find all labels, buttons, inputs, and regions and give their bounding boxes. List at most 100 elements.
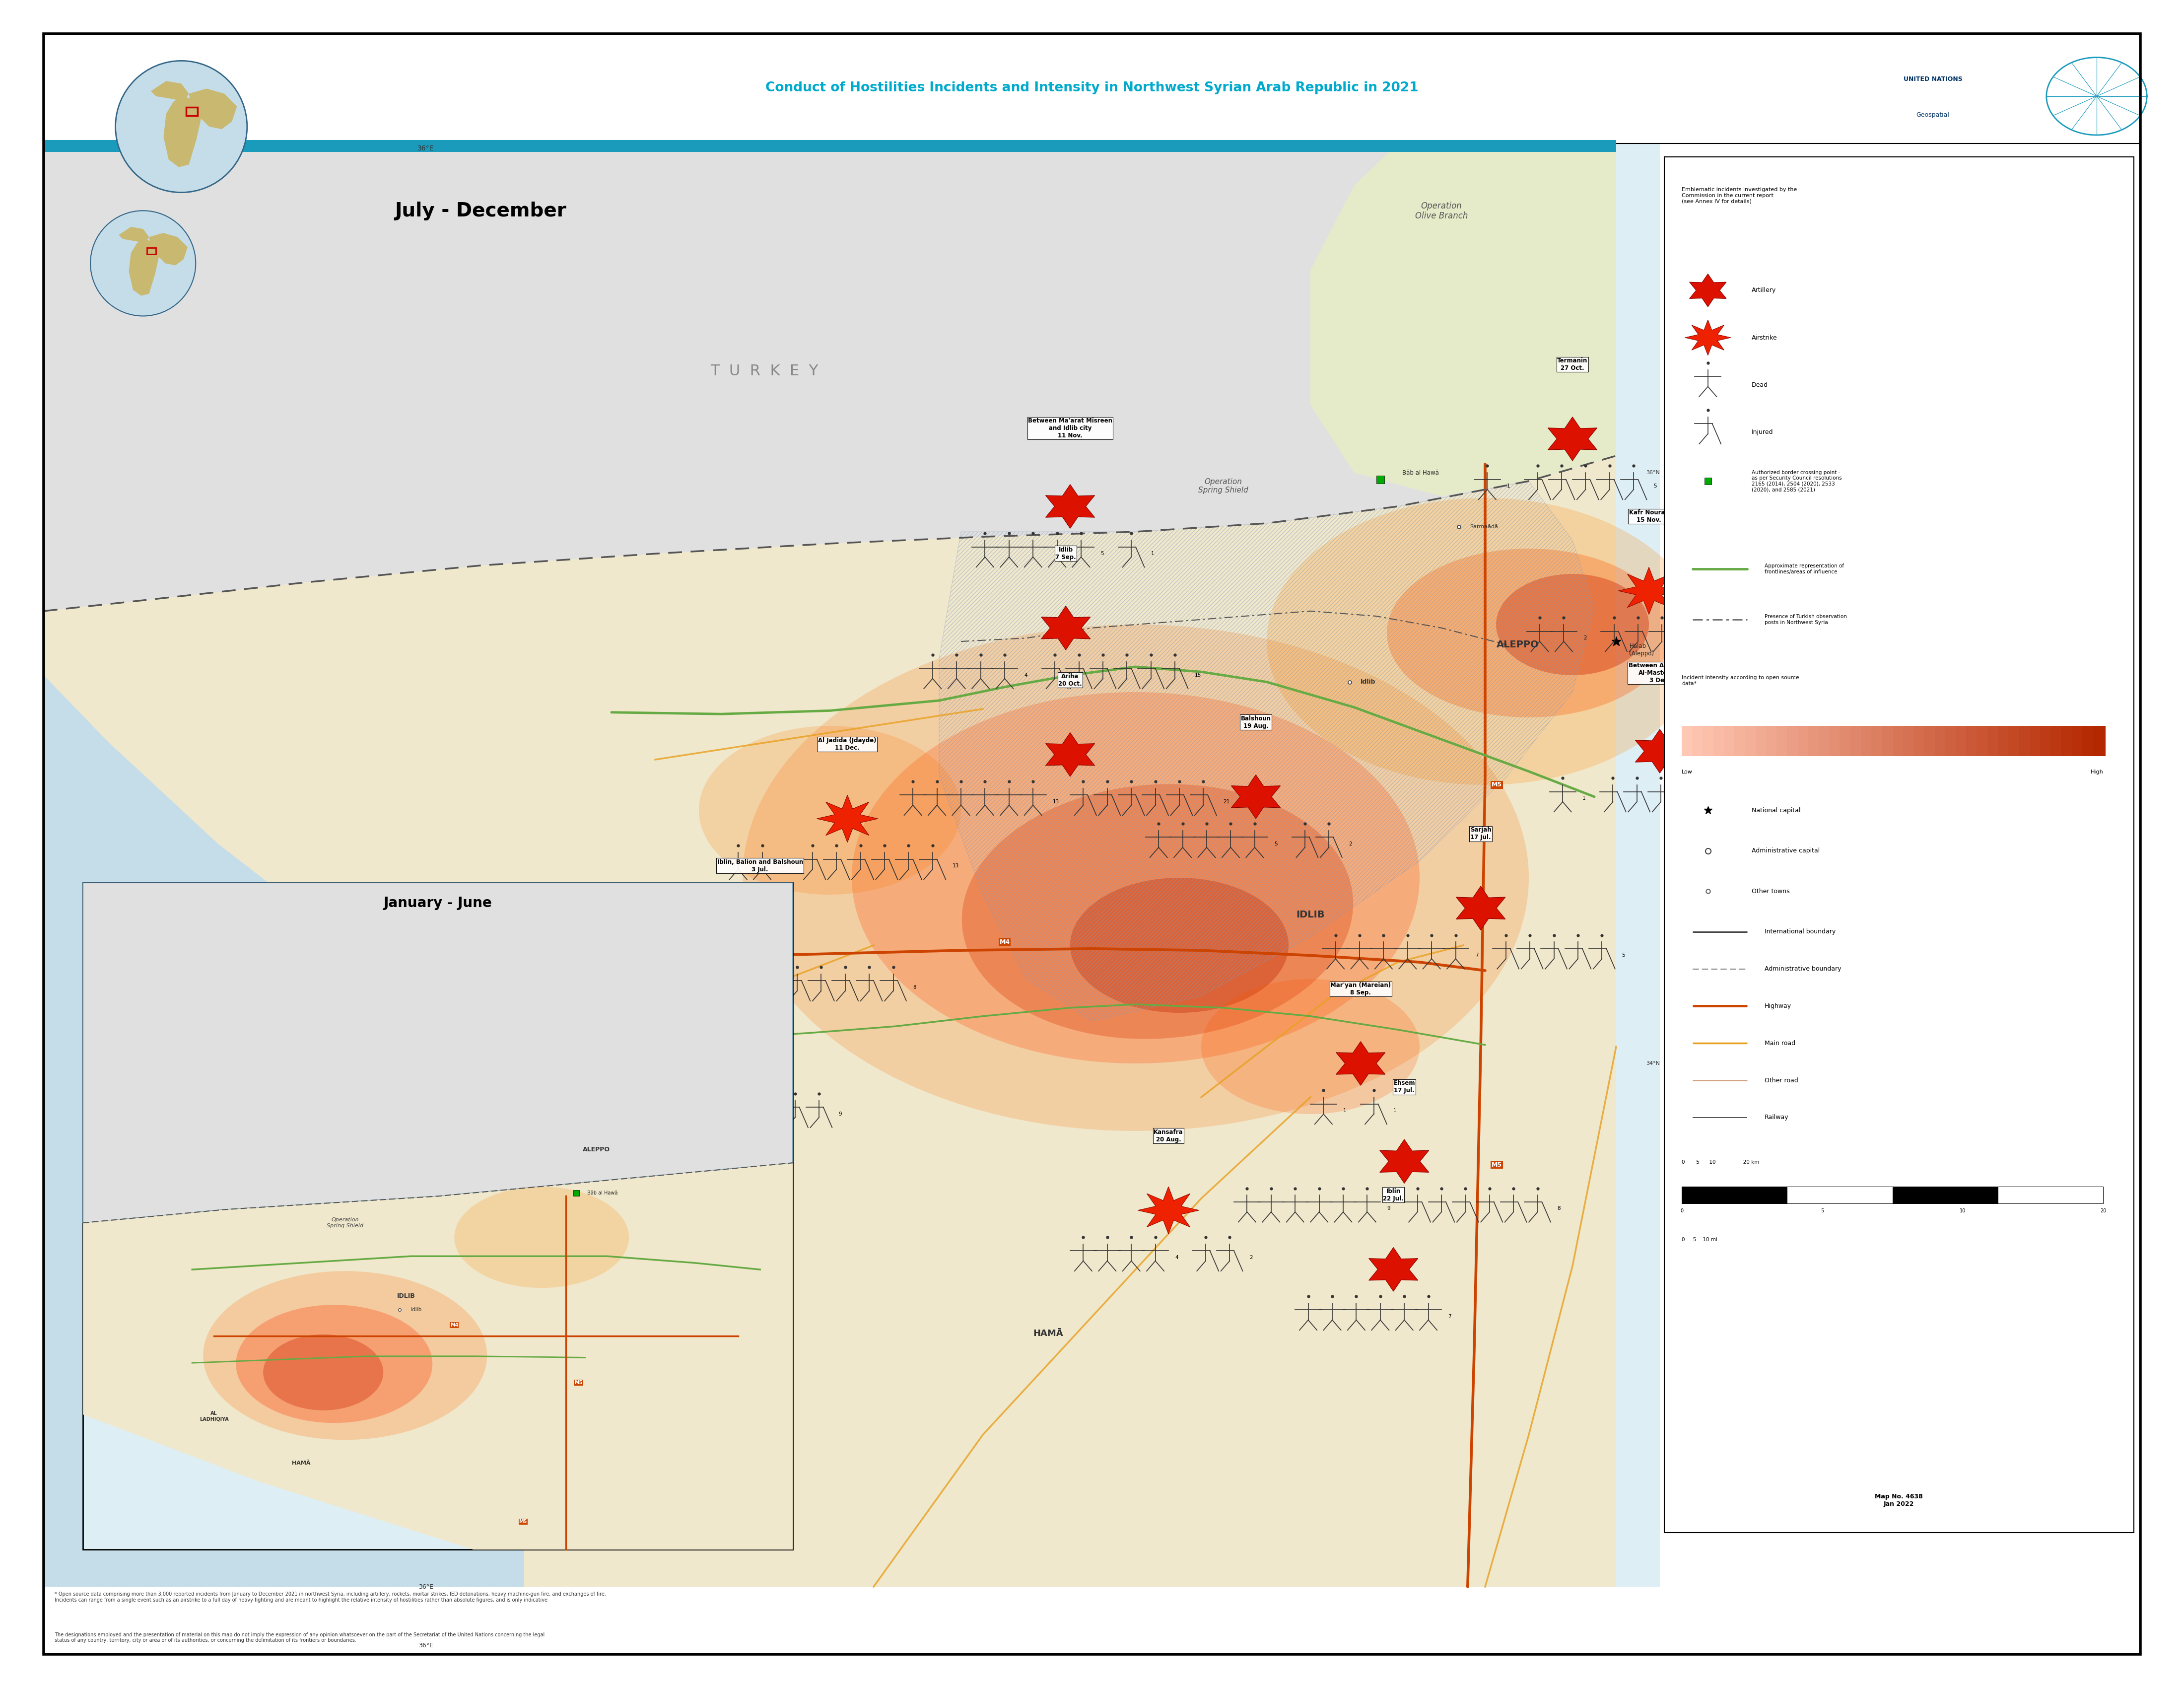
Bar — [1924, 726, 1937, 756]
Circle shape — [90, 211, 197, 316]
Bar — [1723, 726, 1736, 756]
Text: MEDITERRANEAN
SEA: MEDITERRANEAN SEA — [210, 901, 293, 922]
Text: Authorized border crossing point -
as per Security Council resolutions
2165 (201: Authorized border crossing point - as pe… — [1752, 469, 1841, 493]
Bar — [1693, 726, 1706, 756]
Bar — [1891, 726, 1904, 756]
Bar — [1998, 1187, 2103, 1204]
Bar — [1682, 726, 1695, 756]
Ellipse shape — [262, 1334, 384, 1411]
Text: 5: 5 — [1273, 842, 1278, 846]
Polygon shape — [1548, 417, 1597, 461]
Text: High: High — [2090, 770, 2103, 775]
Ellipse shape — [1201, 979, 1420, 1114]
Bar — [1946, 726, 1957, 756]
Text: AL
LADHIQIYA: AL LADHIQIYA — [186, 1123, 229, 1139]
Text: 8: 8 — [913, 986, 917, 989]
Bar — [2092, 726, 2105, 756]
Text: 4: 4 — [1024, 674, 1029, 677]
Text: 4: 4 — [668, 1112, 673, 1116]
Bar — [1787, 1187, 1891, 1204]
Polygon shape — [1310, 143, 1616, 496]
Polygon shape — [1232, 775, 1280, 819]
Text: Highway: Highway — [1765, 1003, 1791, 1009]
Text: 2: 2 — [1348, 842, 1352, 846]
Text: UNITED NATIONS: UNITED NATIONS — [1904, 76, 1961, 83]
Text: Main road: Main road — [1765, 1040, 1795, 1047]
Text: Airstrike: Airstrike — [1752, 334, 1778, 341]
Polygon shape — [1690, 273, 1725, 307]
Ellipse shape — [142, 1080, 557, 1350]
Polygon shape — [1686, 321, 1730, 356]
Text: Dead: Dead — [1752, 381, 1769, 388]
Text: M4: M4 — [1000, 939, 1009, 945]
Text: Presence of Turkish observation
posts in Northwest Syria: Presence of Turkish observation posts in… — [1765, 614, 1848, 625]
Text: Emblematic incidents investigated by the
Commission in the current report
(see A: Emblematic incidents investigated by the… — [1682, 187, 1797, 204]
Text: 5: 5 — [1101, 552, 1105, 555]
Ellipse shape — [203, 1271, 487, 1440]
Text: 9: 9 — [839, 1112, 843, 1116]
Text: 1: 1 — [1507, 484, 1511, 488]
Text: Other towns: Other towns — [1752, 888, 1789, 895]
Text: 13: 13 — [1053, 800, 1059, 803]
Bar — [1712, 726, 1725, 756]
Text: M5: M5 — [1492, 1161, 1503, 1168]
Text: 13: 13 — [952, 864, 959, 868]
Text: T  U  R  K  E  Y: T U R K E Y — [710, 365, 819, 378]
Bar — [1797, 726, 1811, 756]
Text: 21: 21 — [1223, 800, 1230, 803]
Text: National capital: National capital — [1752, 807, 1800, 814]
Text: Idlib: Idlib — [411, 1307, 422, 1312]
Ellipse shape — [1496, 574, 1649, 675]
Bar — [186, 108, 197, 115]
Ellipse shape — [1267, 498, 1704, 785]
Ellipse shape — [743, 625, 1529, 1131]
Text: 2: 2 — [1249, 1256, 1254, 1259]
Text: Other road: Other road — [1765, 1077, 1797, 1084]
Text: 20: 20 — [2101, 1209, 2105, 1214]
Text: Iblin
22 Jul.: Iblin 22 Jul. — [1382, 1188, 1404, 1202]
Bar — [2062, 726, 2075, 756]
Text: AL
LADHIQIYA: AL LADHIQIYA — [199, 1411, 229, 1421]
Text: M5: M5 — [1492, 782, 1503, 788]
Text: Between Ariha and
Al-Mastouma
3 Dec.: Between Ariha and Al-Mastouma 3 Dec. — [1629, 662, 1690, 684]
Ellipse shape — [236, 1305, 432, 1423]
Polygon shape — [686, 1045, 734, 1089]
Bar — [1987, 726, 2001, 756]
Bar — [1808, 726, 1821, 756]
Ellipse shape — [207, 1156, 448, 1308]
Text: IDLIB: IDLIB — [397, 1293, 415, 1300]
Text: Ehsem
17 Jul.: Ehsem 17 Jul. — [1393, 1080, 1415, 1094]
Text: 0       5      10                 20 km: 0 5 10 20 km — [1682, 1160, 1760, 1165]
Text: Bāb al Hawā: Bāb al Hawā — [587, 1190, 618, 1195]
Ellipse shape — [240, 1207, 371, 1291]
Text: January - June: January - June — [384, 896, 491, 910]
Bar — [44, 140, 1616, 152]
Text: Sarmaādā: Sarmaādā — [1470, 525, 1498, 528]
Polygon shape — [83, 883, 793, 1222]
Text: Halab
(Aleppo): Halab (Aleppo) — [1629, 643, 1653, 657]
Text: Injured: Injured — [1752, 429, 1773, 436]
Polygon shape — [1369, 1247, 1417, 1291]
Ellipse shape — [1387, 549, 1671, 717]
Text: International boundary: International boundary — [1765, 928, 1837, 935]
Bar — [2018, 726, 2031, 756]
Text: The designations employed and the presentation of material on this map do not im: The designations employed and the presen… — [55, 1632, 544, 1642]
Text: Administrative boundary: Administrative boundary — [1765, 966, 1841, 972]
Text: 5: 5 — [1821, 1209, 1824, 1214]
Text: IDLIB: IDLIB — [1295, 910, 1326, 920]
Bar — [2040, 726, 2053, 756]
Text: Mar'yan (Mareian)
8 Sep.: Mar'yan (Mareian) 8 Sep. — [1330, 982, 1391, 996]
Text: 1: 1 — [1581, 797, 1586, 800]
Bar — [1955, 726, 1968, 756]
Text: M5: M5 — [574, 1381, 583, 1386]
Text: Between Ma'arat Misreen
and Idlib city
11 Nov.: Between Ma'arat Misreen and Idlib city 1… — [1029, 417, 1112, 439]
Text: 7: 7 — [1476, 954, 1479, 957]
Bar — [1745, 726, 1758, 756]
Text: Operation
Spring Shield: Operation Spring Shield — [1199, 478, 1247, 495]
Bar — [1756, 726, 1769, 756]
Text: 35°N: 35°N — [1647, 758, 1660, 761]
Text: 7: 7 — [1754, 636, 1758, 640]
Ellipse shape — [852, 692, 1420, 1063]
Text: 2: 2 — [1583, 636, 1588, 640]
Bar — [1682, 1187, 1787, 1204]
